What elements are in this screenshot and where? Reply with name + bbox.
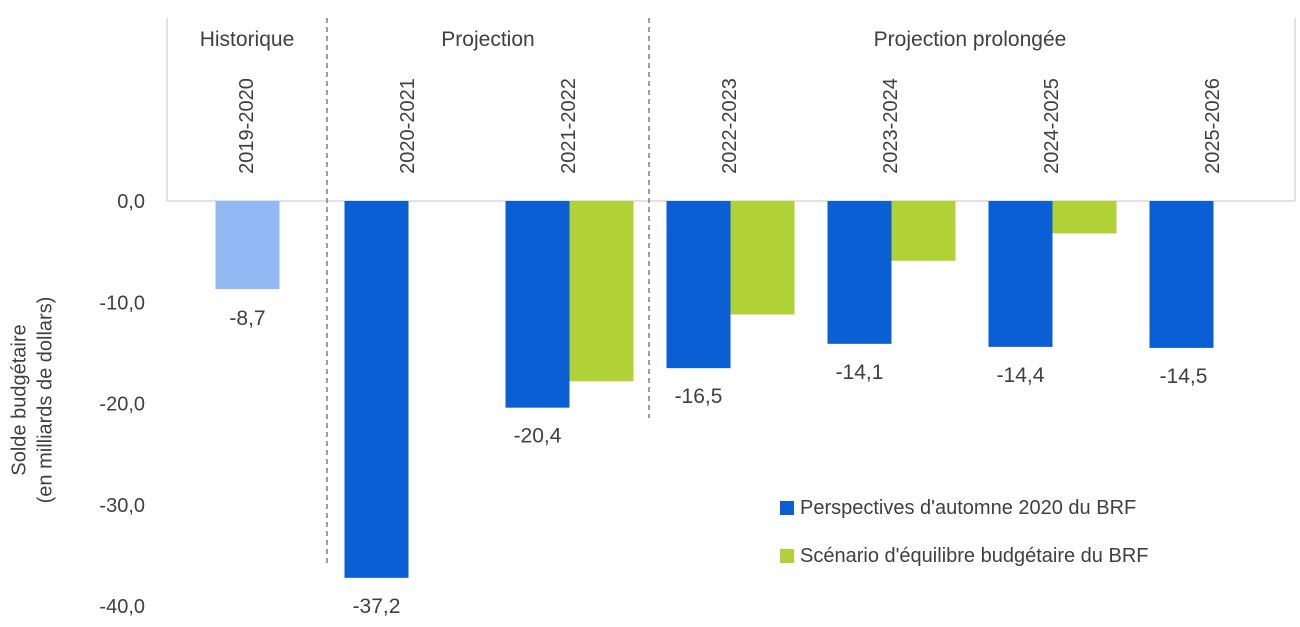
bar-perspectives xyxy=(988,201,1053,347)
data-label: -8,7 xyxy=(229,307,265,330)
legend-swatch-perspectives xyxy=(780,501,794,515)
legend-label-scenario: Scénario d'équilibre budgétaire du BRF xyxy=(800,545,1148,567)
data-label: -20,4 xyxy=(514,425,562,448)
bar-scenario xyxy=(730,201,795,315)
legend-label-perspectives: Perspectives d'automne 2020 du BRF xyxy=(800,497,1136,519)
period-label: Projection prolongée xyxy=(874,28,1067,51)
bar-perspectives xyxy=(505,201,570,408)
data-label: -37,2 xyxy=(353,595,401,618)
y-tick-label: -40,0 xyxy=(99,596,145,618)
period-label: Historique xyxy=(200,28,295,51)
period-label: Projection xyxy=(441,28,534,51)
category-label: 2025-2026 xyxy=(1202,78,1224,174)
bar-scenario xyxy=(891,201,956,261)
historical-bar xyxy=(215,201,280,290)
category-label: 2021-2022 xyxy=(558,78,580,174)
bar-perspectives xyxy=(666,201,731,369)
y-axis-label-line1: Solde budgétaire xyxy=(8,324,30,475)
category-label: 2023-2024 xyxy=(880,78,902,174)
legend-swatch-scenario xyxy=(780,549,794,563)
y-tick-label: 0,0 xyxy=(117,191,145,213)
bar-perspectives xyxy=(344,201,409,578)
y-tick-label: -30,0 xyxy=(99,495,145,517)
y-tick-label: -20,0 xyxy=(99,394,145,416)
category-label: 2019-2020 xyxy=(236,78,258,174)
bar-perspectives xyxy=(827,201,892,344)
bar-scenario xyxy=(1052,201,1117,234)
data-label: -14,4 xyxy=(997,364,1045,387)
y-tick-label: -10,0 xyxy=(99,292,145,314)
data-label: -14,5 xyxy=(1160,365,1208,388)
category-label: 2024-2025 xyxy=(1041,78,1063,174)
category-label: 2020-2021 xyxy=(397,78,419,174)
bar-perspectives xyxy=(1149,201,1214,348)
category-label: 2022-2023 xyxy=(719,78,741,174)
y-axis-label-line2: (en milliards de dollars) xyxy=(34,297,56,504)
data-label: -16,5 xyxy=(675,385,723,408)
data-label: -14,1 xyxy=(836,361,884,384)
bar-scenario xyxy=(569,201,634,382)
